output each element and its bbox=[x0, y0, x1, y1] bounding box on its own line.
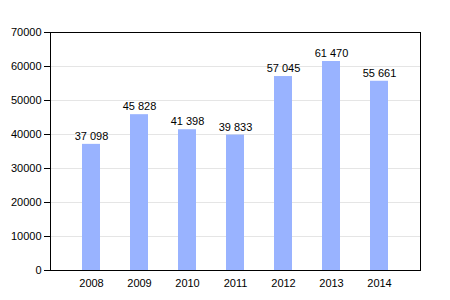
svg-text:2013: 2013 bbox=[319, 277, 343, 289]
svg-text:50000: 50000 bbox=[11, 94, 42, 106]
svg-text:2009: 2009 bbox=[127, 277, 151, 289]
svg-text:61 470: 61 470 bbox=[315, 47, 349, 59]
svg-text:2011: 2011 bbox=[224, 277, 248, 289]
svg-text:45 828: 45 828 bbox=[123, 100, 157, 112]
svg-text:10000: 10000 bbox=[11, 230, 42, 242]
svg-text:40000: 40000 bbox=[11, 128, 42, 140]
svg-text:60000: 60000 bbox=[11, 60, 42, 72]
svg-text:55 661: 55 661 bbox=[363, 67, 397, 79]
svg-text:2012: 2012 bbox=[271, 277, 295, 289]
svg-text:2008: 2008 bbox=[79, 277, 103, 289]
svg-text:30000: 30000 bbox=[11, 162, 42, 174]
svg-text:39 833: 39 833 bbox=[219, 121, 253, 133]
svg-text:57 045: 57 045 bbox=[267, 62, 301, 74]
svg-text:41 398: 41 398 bbox=[171, 115, 205, 127]
svg-text:37 098: 37 098 bbox=[75, 130, 109, 142]
svg-text:2010: 2010 bbox=[175, 277, 199, 289]
svg-text:20000: 20000 bbox=[11, 196, 42, 208]
svg-text:0: 0 bbox=[35, 264, 41, 276]
svg-text:2014: 2014 bbox=[367, 277, 391, 289]
svg-text:70000: 70000 bbox=[11, 26, 42, 38]
